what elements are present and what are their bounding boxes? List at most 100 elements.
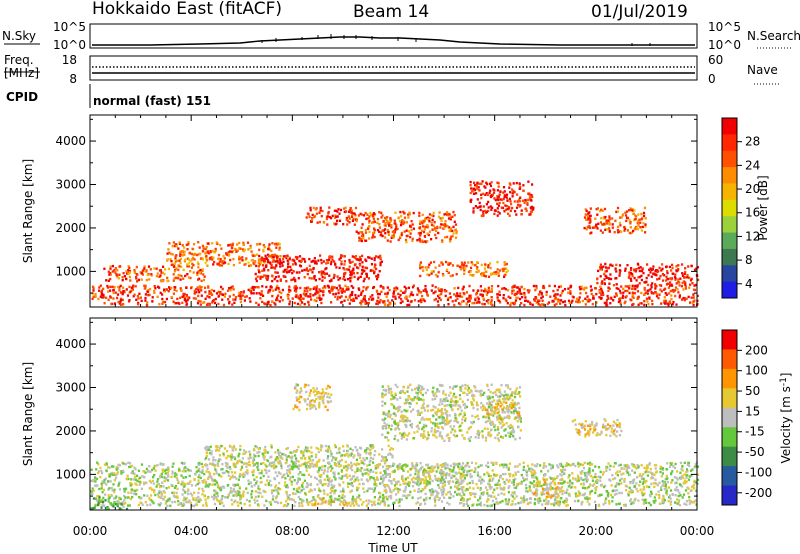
range-cell — [493, 209, 496, 212]
range-cell — [319, 498, 322, 501]
range-cell — [467, 261, 470, 264]
range-cell — [574, 486, 577, 489]
range-cell — [505, 196, 508, 199]
range-cell — [662, 481, 665, 484]
range-cell — [185, 300, 188, 303]
range-cell — [480, 273, 483, 276]
range-cell — [303, 276, 306, 279]
range-cell — [511, 495, 514, 498]
range-cell — [346, 223, 349, 226]
range-cell — [399, 483, 402, 486]
range-cell — [291, 467, 294, 471]
range-cell — [100, 484, 104, 488]
range-cell — [533, 502, 536, 506]
range-cell — [533, 470, 536, 473]
range-cell — [409, 232, 412, 235]
range-cell — [331, 486, 334, 489]
range-cell — [656, 278, 659, 281]
range-cell — [435, 470, 438, 473]
range-cell — [117, 277, 121, 280]
range-cell — [335, 266, 338, 269]
range-cell — [170, 286, 173, 290]
range-cell — [254, 277, 258, 280]
range-cell — [455, 273, 458, 276]
range-cell — [443, 484, 446, 487]
range-cell — [449, 235, 452, 239]
range-cell — [631, 501, 634, 504]
range-cell — [483, 303, 486, 306]
range-cell — [440, 288, 443, 291]
range-cell — [290, 278, 293, 282]
range-cell — [631, 209, 634, 212]
range-cell — [296, 302, 299, 306]
range-cell — [584, 474, 587, 477]
range-cell — [299, 303, 302, 306]
range-cell — [260, 256, 263, 259]
range-cell — [449, 262, 452, 265]
range-cell — [523, 303, 526, 307]
range-cell — [681, 465, 684, 468]
range-cell — [271, 279, 274, 283]
noise-panel — [89, 23, 698, 49]
range-cell — [547, 500, 550, 504]
range-cell — [370, 487, 373, 490]
range-cell — [100, 498, 103, 502]
range-cell — [130, 464, 133, 468]
range-cell — [338, 476, 341, 480]
range-cell — [136, 280, 139, 283]
range-cell — [603, 222, 606, 226]
range-cell — [187, 243, 190, 246]
range-cell — [100, 291, 103, 294]
range-cell — [667, 302, 670, 306]
range-cell — [419, 220, 422, 223]
range-cell — [91, 492, 94, 495]
range-cell — [233, 475, 236, 479]
range-cell — [443, 213, 446, 216]
range-cell — [519, 292, 522, 295]
range-cell — [256, 466, 259, 469]
range-cell — [175, 289, 178, 293]
range-cell — [507, 468, 510, 471]
range-cell — [514, 299, 518, 302]
range-cell — [582, 478, 585, 482]
range-cell — [270, 491, 274, 495]
range-cell — [666, 271, 669, 275]
range-cell — [306, 272, 309, 276]
range-cell — [117, 467, 120, 470]
range-cell — [376, 292, 380, 296]
range-cell — [378, 230, 381, 233]
range-cell — [663, 299, 666, 302]
range-cell — [190, 266, 193, 269]
range-cell — [278, 481, 281, 485]
range-cell — [664, 483, 667, 486]
range-cell — [345, 473, 348, 476]
range-cell — [480, 492, 483, 495]
range-cell — [216, 242, 219, 245]
range-cell — [443, 225, 446, 228]
range-cell — [479, 285, 482, 288]
range-cell — [456, 264, 459, 267]
range-cell — [469, 270, 472, 273]
range-cell — [211, 495, 214, 499]
range-cell — [556, 503, 559, 506]
range-cell — [406, 476, 410, 479]
range-cell — [512, 189, 515, 193]
range-cell — [421, 240, 424, 244]
range-cell — [351, 255, 354, 258]
range-cell — [352, 267, 355, 270]
range-cell — [523, 299, 527, 302]
range-cell — [595, 486, 598, 489]
range-cell — [658, 277, 661, 280]
range-cell — [584, 297, 587, 300]
range-cell — [421, 222, 424, 225]
range-cell — [366, 468, 369, 471]
range-cell — [624, 211, 627, 214]
range-cell — [419, 274, 422, 278]
range-cell — [310, 277, 313, 280]
range-cell — [566, 488, 569, 491]
range-cell — [371, 214, 374, 218]
range-cell — [405, 287, 408, 290]
range-cell — [675, 270, 678, 273]
range-cell — [109, 296, 112, 299]
range-cell — [311, 213, 314, 217]
